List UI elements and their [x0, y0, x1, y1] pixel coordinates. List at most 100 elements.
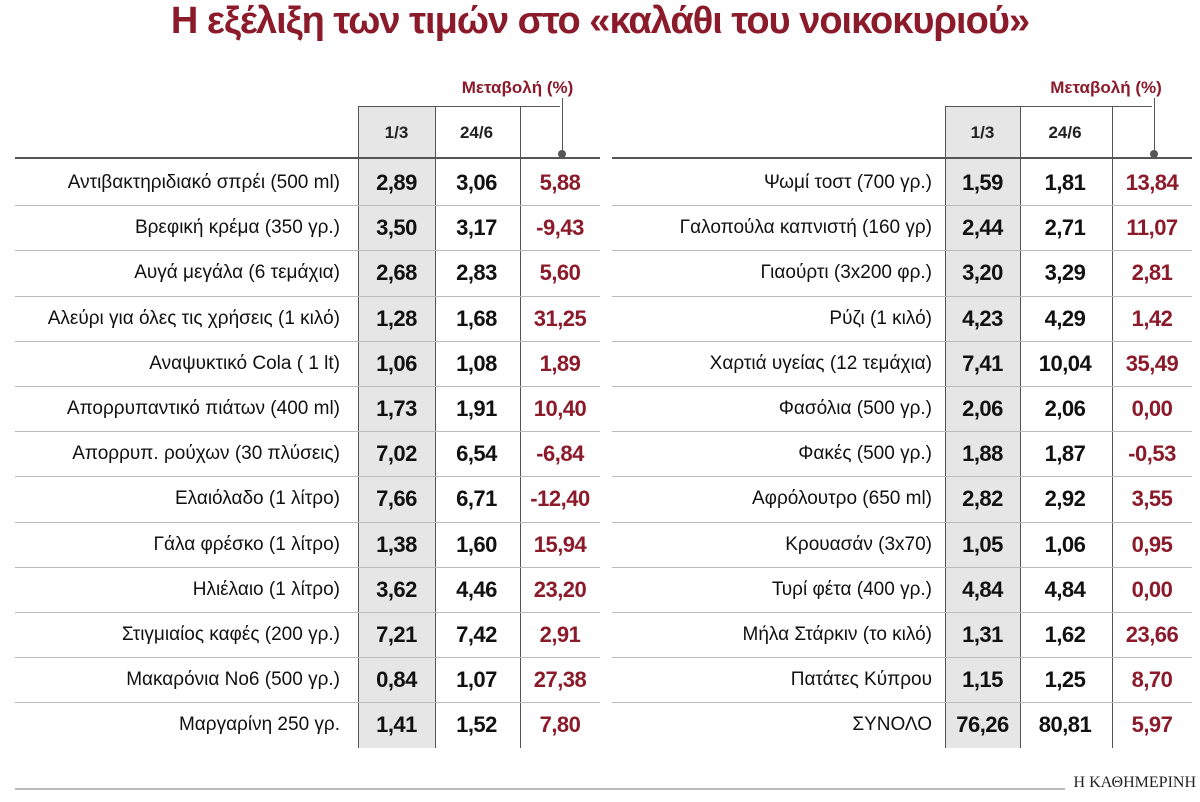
row-rule	[15, 295, 600, 297]
column-divider	[435, 107, 436, 748]
price-value: 2,44	[962, 215, 1003, 241]
item-label: Γαλοπούλα καπνιστή (160 γρ)	[679, 217, 932, 239]
source: Η ΚΑΘΗΜΕΡΙΝΗ	[1073, 774, 1196, 791]
price-value: 6,71	[456, 486, 497, 512]
change-value: 5,97	[1131, 712, 1173, 738]
price-value: 4,84	[962, 576, 1003, 602]
price-value: 1,73	[376, 396, 417, 421]
price-value: 3,50	[376, 215, 417, 241]
column-divider	[1112, 107, 1113, 748]
footer-rule	[15, 788, 1065, 790]
item-label: Βρεφική κρέμα (350 γρ.)	[134, 217, 340, 239]
row-rule	[15, 566, 600, 568]
row-rule	[612, 612, 1192, 613]
change-value: -9,43	[536, 215, 584, 241]
price-value: 6,54	[456, 441, 497, 467]
row-rule	[15, 431, 600, 433]
change-value: -12,40	[530, 486, 590, 512]
price-value: 2,92	[1044, 486, 1086, 512]
change-value: 11,07	[1126, 215, 1178, 241]
price-value: 4,23	[962, 305, 1003, 331]
price-value: 3,20	[962, 260, 1003, 286]
row-rule	[612, 386, 1192, 387]
price-value: 1,15	[962, 667, 1003, 693]
item-label: Κρουασάν (3x70)	[785, 533, 932, 555]
price-value: 4,46	[456, 576, 497, 602]
column-divider	[1020, 107, 1021, 748]
pointer-line	[1154, 98, 1155, 153]
price-value: 3,17	[456, 215, 497, 241]
change-value: 2,91	[539, 622, 581, 647]
pointer-dot	[1150, 150, 1158, 158]
change-value: 2,81	[1131, 260, 1173, 286]
price-value: 1,59	[962, 170, 1003, 195]
price-value: 2,89	[376, 170, 417, 195]
row-rule	[15, 612, 600, 613]
price-value: 1,31	[962, 622, 1003, 647]
price-value: 1,68	[456, 305, 497, 331]
price-value: 1,07	[456, 667, 497, 693]
price-value: 1,41	[376, 712, 417, 738]
item-label: Απορρυπαντικό πιάτων (400 ml)	[66, 398, 340, 419]
price-value: 7,02	[376, 441, 417, 467]
change-value: 23,20	[533, 576, 587, 602]
item-label: Στιγμιαίος καφές (200 γρ.)	[121, 624, 340, 645]
item-label: Μήλα Στάρκιν (το κιλό)	[742, 624, 932, 645]
change-value: 0,95	[1131, 531, 1173, 557]
pointer-dot	[558, 150, 566, 158]
pointer-line	[562, 98, 563, 153]
change-value: 31,25	[533, 305, 587, 331]
price-value: 1,87	[1044, 441, 1086, 467]
change-header: Μεταβολή (%)	[461, 78, 574, 97]
price-value: 0,84	[376, 667, 417, 693]
item-label: Τυρί φέτα (400 γρ.)	[771, 578, 932, 600]
item-label: Ψωμί τοστ (700 γρ.)	[764, 172, 932, 193]
change-value: 3,55	[1131, 486, 1173, 512]
price-value: 3,29	[1044, 260, 1086, 286]
row-rule	[15, 476, 600, 478]
change-value: 13,84	[1125, 170, 1179, 195]
price-value: 10,04	[1038, 350, 1092, 376]
item-label: Αυγά μεγάλα (6 τεμάχια)	[134, 262, 340, 284]
row-rule	[15, 521, 600, 523]
price-value: 1,05	[962, 531, 1003, 557]
row-rule	[612, 340, 1192, 342]
price-value: 3,06	[456, 170, 497, 195]
change-value: 8,70	[1131, 667, 1173, 693]
row-rule	[612, 205, 1192, 207]
item-label: Αντιβακτηριδιακό σπρέι (500 ml)	[67, 172, 340, 193]
price-value: 1,60	[456, 531, 497, 557]
top-rule	[612, 157, 1192, 159]
price-value: 2,82	[962, 486, 1003, 512]
price-value: 2,68	[376, 260, 417, 286]
item-label: Μακαρόνια Νο6 (500 γρ.)	[126, 669, 340, 691]
row-rule	[15, 250, 600, 252]
price-value: 7,21	[376, 622, 417, 647]
row-rule	[15, 702, 600, 704]
price-value: 4,84	[1044, 576, 1086, 602]
column-divider	[945, 107, 946, 748]
row-rule	[612, 295, 1192, 297]
item-label: Γιαούρτι (3x200 φρ.)	[760, 262, 932, 284]
price-value: 7,66	[376, 486, 417, 512]
item-label: Πατάτες Κύπρου	[790, 669, 932, 691]
price-value: 2,06	[1044, 396, 1086, 421]
item-label: Φασόλια (500 γρ.)	[778, 398, 932, 419]
item-label: Γάλα φρέσκο (1 λίτρο)	[153, 533, 340, 555]
price-value: 1,88	[962, 441, 1003, 467]
row-rule	[612, 566, 1192, 568]
column-divider	[520, 107, 521, 748]
price-value: 1,62	[1044, 622, 1086, 647]
row-rule	[612, 521, 1192, 523]
price-value: 1,08	[456, 350, 497, 376]
change-value: 1,42	[1131, 305, 1173, 331]
change-value: -6,84	[536, 441, 584, 467]
item-label: Αναψυκτικό Cola ( 1 lt)	[149, 352, 340, 374]
price-value: 1,91	[456, 396, 497, 421]
row-rule	[15, 205, 600, 207]
header-rule	[358, 106, 560, 107]
change-value: 1,89	[539, 350, 581, 376]
price-value: 1,25	[1044, 667, 1086, 693]
column-divider	[358, 107, 359, 748]
